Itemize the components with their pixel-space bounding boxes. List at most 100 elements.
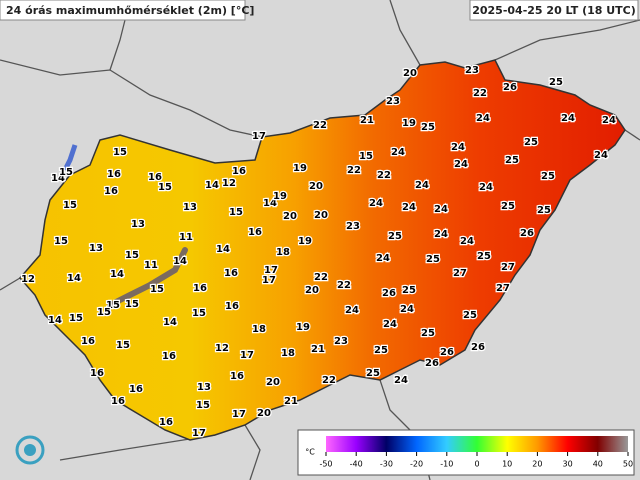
- station-value: 27: [501, 262, 515, 273]
- legend-ticks: -50 -40 -30 -20 -10 0 10 20 30 40 50: [319, 452, 633, 469]
- station-value: 24: [602, 115, 616, 126]
- station-value: 17: [232, 409, 246, 420]
- station-value: 16: [230, 371, 244, 382]
- station-value: 16: [81, 336, 95, 347]
- station-value: 17: [252, 131, 266, 142]
- station-value: 14: [205, 180, 219, 191]
- station-value: 17: [192, 428, 206, 439]
- station-value: 15: [229, 207, 243, 218]
- station-value: 22: [377, 170, 391, 181]
- station-value: 20: [305, 285, 319, 296]
- station-value: 16: [107, 169, 121, 180]
- station-value: 16: [159, 417, 173, 428]
- station-value: 24: [434, 204, 448, 215]
- station-value: 25: [388, 231, 402, 242]
- station-value: 26: [471, 342, 485, 353]
- station-value: 14: [48, 315, 62, 326]
- station-value: 26: [382, 288, 396, 299]
- station-value: 15: [116, 340, 130, 351]
- station-value: 16: [225, 301, 239, 312]
- station-value: 21: [360, 115, 374, 126]
- station-value: 18: [281, 348, 295, 359]
- station-value: 20: [257, 408, 271, 419]
- legend-tick-label: 20: [532, 460, 542, 469]
- station-value: 25: [537, 205, 551, 216]
- station-value: 13: [89, 243, 103, 254]
- station-value: 13: [197, 382, 211, 393]
- station-value: 15: [150, 284, 164, 295]
- legend-tick-label: 10: [502, 460, 512, 469]
- station-value: 14: [67, 273, 81, 284]
- station-value: 15: [63, 200, 77, 211]
- station-value: 20: [309, 181, 323, 192]
- station-value: 22: [473, 88, 487, 99]
- station-value: 19: [298, 236, 312, 247]
- legend-tick-label: -40: [350, 460, 363, 469]
- legend-tick-label: 30: [563, 460, 573, 469]
- station-value: 16: [129, 384, 143, 395]
- station-value: 13: [183, 202, 197, 213]
- station-value: 15: [359, 151, 373, 162]
- station-value: 24: [476, 113, 490, 124]
- station-value: 17: [264, 265, 278, 276]
- station-value: 12: [21, 274, 35, 285]
- station-value: 16: [232, 166, 246, 177]
- station-value: 23: [334, 336, 348, 347]
- lake-balaton: [107, 247, 188, 308]
- station-value: 19: [402, 118, 416, 129]
- station-value: 22: [313, 120, 327, 131]
- legend-tick-label: 0: [474, 460, 479, 469]
- station-value: 15: [113, 147, 127, 158]
- station-value: 23: [346, 221, 360, 232]
- station-value: 26: [520, 228, 534, 239]
- station-value: 19: [273, 191, 287, 202]
- station-value: 24: [451, 142, 465, 153]
- station-value: 26: [425, 358, 439, 369]
- station-value: 12: [215, 343, 229, 354]
- station-value: 19: [293, 163, 307, 174]
- station-value: 27: [496, 283, 510, 294]
- station-value: 24: [594, 150, 608, 161]
- station-value: 11: [144, 260, 158, 271]
- station-value: 16: [248, 227, 262, 238]
- station-value: 24: [460, 236, 474, 247]
- station-value: 16: [224, 268, 238, 279]
- station-value: 21: [284, 396, 298, 407]
- legend-unit: °C: [305, 448, 315, 457]
- station-value: 25: [505, 155, 519, 166]
- station-value: 24: [479, 182, 493, 193]
- station-value: 24: [394, 375, 408, 386]
- station-value: 16: [104, 186, 118, 197]
- station-value: 16: [148, 172, 162, 183]
- station-value: 14: [110, 269, 124, 280]
- station-value: 25: [501, 201, 515, 212]
- station-value: 16: [90, 368, 104, 379]
- station-value: 19: [296, 322, 310, 333]
- station-value: 25: [477, 251, 491, 262]
- station-value: 22: [314, 272, 328, 283]
- station-value: 25: [421, 328, 435, 339]
- station-value: 24: [400, 304, 414, 315]
- station-value: 25: [374, 345, 388, 356]
- station-value: 24: [561, 113, 575, 124]
- station-value: 15: [97, 307, 111, 318]
- station-value: 24: [454, 159, 468, 170]
- station-value: 16: [111, 396, 125, 407]
- station-value: 24: [383, 319, 397, 330]
- station-value: 16: [162, 351, 176, 362]
- station-value: 15: [196, 400, 210, 411]
- station-value: 16: [193, 283, 207, 294]
- station-value: 15: [54, 236, 68, 247]
- station-value: 24: [376, 253, 390, 264]
- station-value: 25: [549, 77, 563, 88]
- station-value: 14: [163, 317, 177, 328]
- station-value: 13: [131, 219, 145, 230]
- station-value: 25: [541, 171, 555, 182]
- legend-tick-label: -20: [410, 460, 423, 469]
- station-value: 15: [59, 167, 73, 178]
- station-value: 11: [179, 232, 193, 243]
- station-value: 14: [216, 244, 230, 255]
